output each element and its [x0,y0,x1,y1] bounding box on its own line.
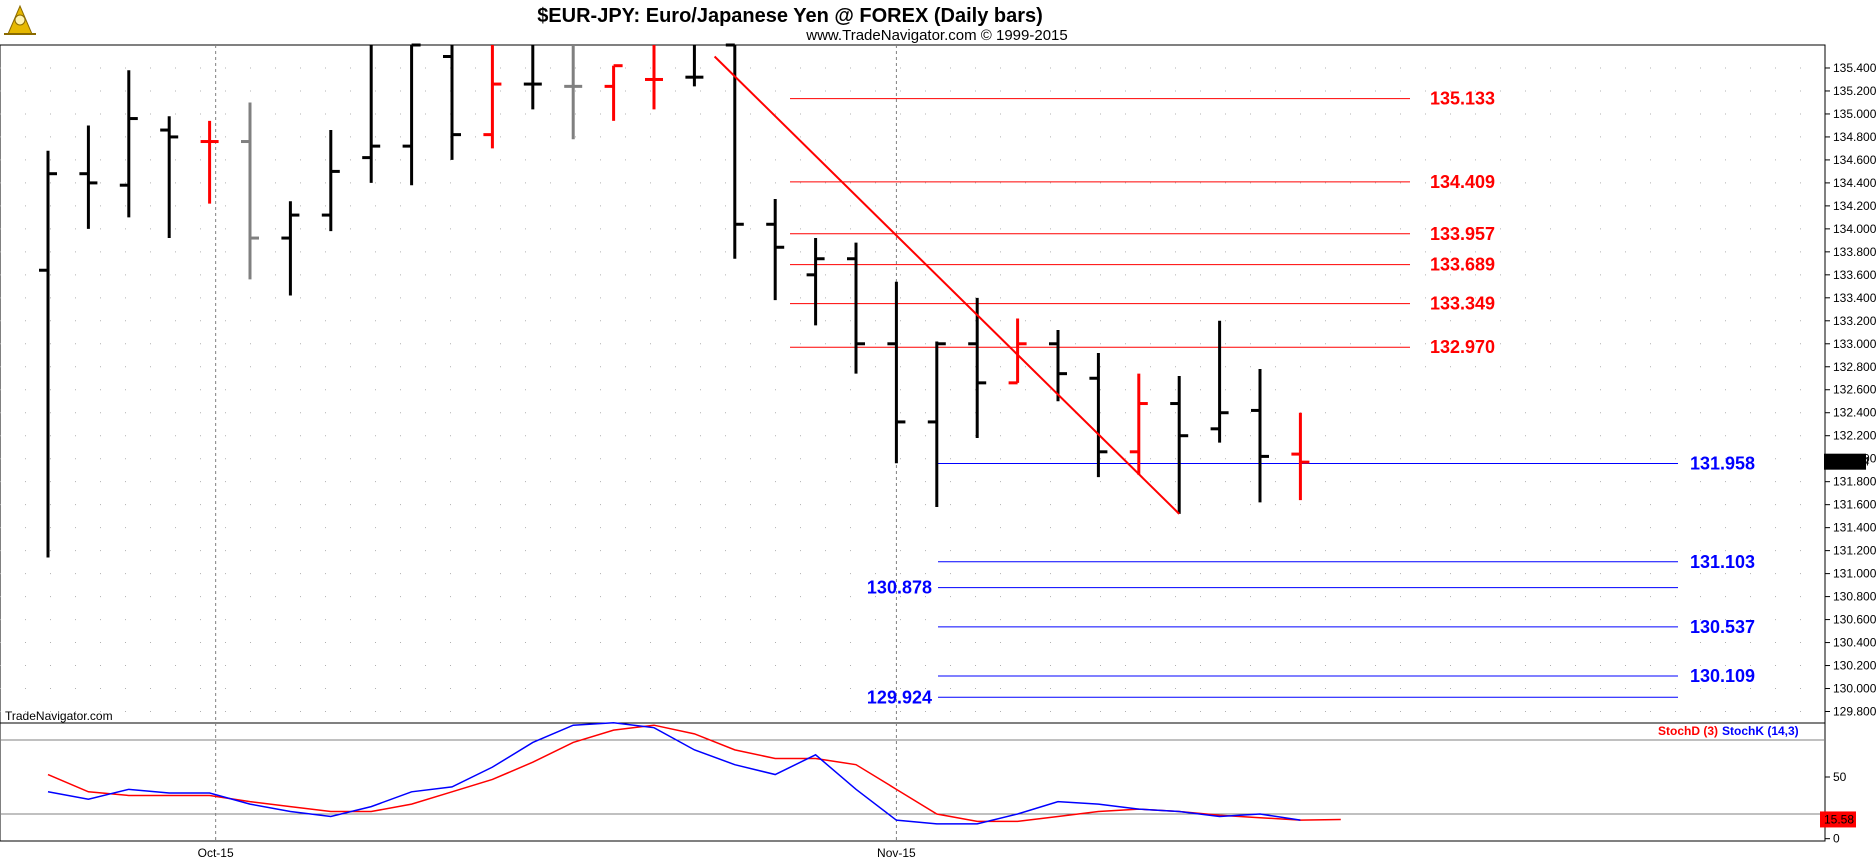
svg-text:131.974: 131.974 [1826,455,1870,469]
ohlc-bar [1129,373,1148,475]
y-tick-label: 132.800 [1833,360,1876,374]
ohlc-bar [1210,320,1229,443]
y-tick-label: 130.400 [1833,636,1876,650]
ohlc-bar [200,120,219,204]
y-tick-label: 133.000 [1833,337,1876,351]
y-tick-label: 133.600 [1833,268,1876,282]
ohlc-bar [1251,369,1269,503]
ohlc-bar [523,45,542,110]
y-tick-label: 130.800 [1833,590,1876,604]
y-tick-label: 133.200 [1833,314,1876,328]
ohlc-bar [39,150,57,558]
ohlc-bar [564,45,583,140]
support-label: 131.103 [1690,552,1755,572]
ohlc-bar [1089,352,1108,478]
y-tick-label: 131.400 [1833,521,1876,535]
trendline-layer [713,55,1180,515]
trendline [713,55,1180,515]
y-tick-label: 135.200 [1833,84,1876,98]
y-tick-label: 134.600 [1833,153,1876,167]
y-tick-label: 130.600 [1833,613,1876,627]
ohlc-bar [281,201,300,296]
level-lines: 135.133 134.409 133.957 133.689 133.349 132.9… [790,89,1755,707]
stoch-tick-label: 0 [1833,832,1840,846]
y-tick-label: 130.200 [1833,659,1876,673]
y-tick-label: 130.000 [1833,682,1876,696]
y-tick-label: 134.000 [1833,222,1876,236]
stoch-series-line [47,724,1341,823]
price-axis: 135.400 135.200 135.000 134.800 134.600 134.4… [1824,61,1876,719]
stoch-value-marker: 15.58 [1820,811,1856,828]
resistance-label: 135.133 [1430,89,1495,109]
svg-text:15.58: 15.58 [1824,812,1854,826]
ohlc-bar [1008,318,1027,385]
y-tick-label: 132.600 [1833,383,1876,397]
y-tick-label: 131.000 [1833,567,1876,581]
ohlc-bar [402,43,421,186]
ohlc-bar [847,242,865,374]
y-tick-label: 134.400 [1833,176,1876,190]
ohlc-bar [806,238,825,326]
resistance-label: 134.409 [1430,172,1495,192]
ohlc-bar [604,64,623,121]
ohlc-bar [79,125,98,229]
y-tick-label: 132.200 [1833,429,1876,443]
ohlc-bar [1049,329,1067,402]
ohlc-bar [443,45,461,160]
y-tick-label: 132.400 [1833,406,1876,420]
stoch-series-line [47,721,1301,825]
stoch-tick-label: 50 [1833,770,1847,784]
x-tick-label: Nov-15 [877,846,916,860]
logo-icon [4,4,36,35]
ohlc-bar [685,45,704,87]
ohlc-bar [362,45,381,183]
ohlc-bar [321,130,340,232]
watermark: TradeNavigator.com [5,709,113,723]
y-tick-label: 131.200 [1833,544,1876,558]
ohlc-bar [725,43,744,259]
y-tick-label: 131.600 [1833,498,1876,512]
y-tick-label: 135.400 [1833,61,1876,75]
ohlc-bar [483,45,502,149]
ohlc-bar [927,341,946,507]
ohlc-bar [1170,375,1189,514]
support-label: 129.924 [867,687,932,707]
stoch-legend-d: StochD (3) [1658,724,1718,738]
resistance-label: 133.349 [1430,294,1495,314]
chart-title: $EUR-JPY: Euro/Japanese Yen @ FOREX (Dai… [537,5,1043,27]
chart-subtitle: www.TradeNavigator.com © 1999-2015 [805,27,1067,44]
last-price-marker: 131.974 [1824,453,1870,470]
x-tick-label: Oct-15 [198,846,234,860]
ohlc-bar [1291,412,1310,501]
y-tick-label: 135.000 [1833,107,1876,121]
support-label: 131.958 [1690,454,1755,474]
ohlc-bar [887,281,906,464]
y-tick-label: 129.800 [1833,705,1876,719]
support-label: 130.109 [1690,666,1755,686]
y-tick-label: 133.800 [1833,245,1876,259]
ohlc-bar [119,70,138,218]
ohlc-bar [160,116,179,239]
y-tick-label: 134.200 [1833,199,1876,213]
ohlc-bar [241,102,259,280]
y-tick-label: 131.800 [1833,475,1876,489]
ohlc-bar [968,297,987,439]
support-label: 130.537 [1690,617,1755,637]
resistance-label: 133.689 [1430,255,1495,275]
y-tick-label: 133.400 [1833,291,1876,305]
resistance-label: 133.957 [1430,224,1495,244]
resistance-label: 132.970 [1430,337,1495,357]
ohlc-bar [766,198,785,301]
ohlc-bar [645,45,663,110]
time-axis: Oct-15 Nov-15 [198,846,916,860]
stoch-legend-k: StochK (14,3) [1722,724,1799,738]
y-tick-label: 134.800 [1833,130,1876,144]
price-bars [39,43,1310,558]
stochastic-layer: 50 0 StochD (3) StochK (14,3) 15.58 [0,721,1856,846]
support-label: 130.878 [867,578,932,598]
